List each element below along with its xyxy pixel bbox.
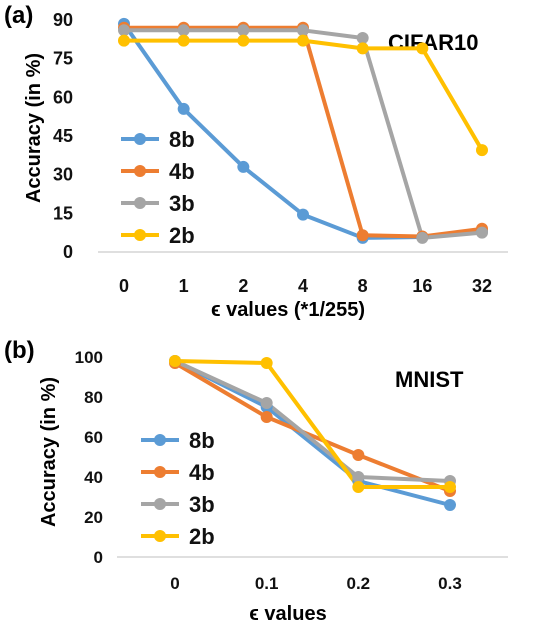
- panel-a-x-tick-label: 2: [238, 276, 248, 296]
- panel-a-data-point-3b: [416, 231, 429, 244]
- panel-b-legend-label: 8b: [189, 428, 215, 453]
- panel-a-x-tick-label: 0: [119, 276, 129, 296]
- panel-b-label: (b): [4, 337, 35, 364]
- panel-a-data-point-3b: [177, 24, 190, 37]
- panel-a-legend-swatch-marker: [134, 197, 146, 209]
- panel-a-data-point-8b: [177, 102, 190, 115]
- panel-b-x-tick-label: 0.1: [255, 574, 279, 593]
- panel-b-legend-swatch-marker: [154, 498, 166, 510]
- panel-b-series-line-3b: [174, 359, 451, 483]
- panel-a-plot: 0 15 30 45 60 75 90 0 1 2 4 8 16 32 8b 4b 3b 2b: [53, 10, 508, 296]
- panel-b-data-point-2b: [352, 481, 365, 493]
- panel-b-x-axis-title: ϵ values: [249, 603, 326, 625]
- panel-a-data-point-2b: [118, 34, 130, 47]
- panel-a-data-point-2b: [177, 34, 190, 47]
- panel-a-x-tick-label: 4: [298, 276, 308, 296]
- panel-a-x-axis-title: ϵ values (*1/255): [211, 299, 365, 321]
- panel-a-data-point-2b: [297, 34, 309, 47]
- panel-b-data-point-4b: [260, 411, 273, 423]
- panel-b-y-tick-label: 100: [75, 348, 103, 367]
- panel-a-data-point-2b: [237, 34, 250, 47]
- panel-a-data-point-4b: [356, 229, 369, 242]
- panel-b-x-tick-label: 0.3: [438, 574, 462, 593]
- panel-b-y-tick-label: 80: [84, 388, 103, 407]
- panel-b-legend-swatch-marker: [154, 530, 166, 542]
- panel-a-legend-label: 4b: [169, 159, 195, 184]
- panel-a-y-tick-label: 75: [53, 49, 73, 69]
- panel-a-legend-label: 8b: [169, 127, 195, 152]
- panel-b-legend-swatch-marker: [154, 466, 166, 478]
- panel-b-data-point-8b: [444, 499, 456, 511]
- panel-b-data-point-2b: [169, 355, 181, 367]
- panel-a-legend-label: 3b: [169, 191, 195, 216]
- panel-a-legend-label: 2b: [169, 223, 195, 248]
- panel-a-data-point-3b: [297, 24, 309, 37]
- panel-a-data-point-3b: [237, 24, 250, 37]
- panel-a-data-point-3b: [356, 32, 369, 45]
- panel-b-y-axis-title: Accuracy (in %): [38, 377, 60, 527]
- panel-b-legend-label: 4b: [189, 460, 215, 485]
- panel-a-label: (a): [4, 2, 33, 29]
- panel-b-y-tick-label: 40: [84, 468, 103, 487]
- panel-a-y-tick-label: 90: [53, 10, 73, 30]
- panel-a-x-tick-label: 1: [179, 276, 189, 296]
- panel-a-y-axis-title: Accuracy (in %): [23, 53, 45, 203]
- panel-a-x-tick-label: 32: [472, 276, 492, 296]
- panel-b-x-tick-label: 0: [170, 574, 179, 593]
- panel-b-y-tick-label: 20: [84, 508, 103, 527]
- panel-a-legend-swatch-marker: [134, 229, 146, 241]
- panel-a-data-point-2b: [476, 144, 488, 157]
- panel-a-data-point-2b: [416, 42, 429, 55]
- panel-b-legend-label: 2b: [189, 524, 215, 549]
- panel-a-legend-swatch-marker: [134, 133, 146, 145]
- panel-a-data-point-3b: [118, 24, 130, 37]
- panel-b-data-point-3b: [260, 397, 273, 409]
- panel-a-data-point-3b: [476, 226, 488, 239]
- panel-b-legend-swatch-marker: [154, 434, 166, 446]
- panel-a-title: CIFAR10: [388, 30, 478, 55]
- panel-a-data-point-8b: [297, 208, 309, 221]
- panel-a-x-tick-label: 8: [358, 276, 368, 296]
- panel-b-series-line-2b: [174, 359, 450, 489]
- panel-a-data-point-2b: [356, 42, 369, 55]
- panel-b-plot: 0 20 40 60 80 100 0 0.1 0.2 0.3 8b 4b 3b 2b: [75, 348, 508, 593]
- panel-a-y-tick-label: 30: [53, 165, 73, 185]
- panel-b-x-tick-label: 0.2: [347, 574, 371, 593]
- panel-b-data-point-3b: [352, 471, 365, 483]
- panel-b-data-point-2b: [260, 357, 273, 369]
- panel-a-y-tick-label: 15: [53, 203, 73, 223]
- panel-b-title: MNIST: [395, 367, 464, 392]
- panel-a-data-point-8b: [237, 160, 250, 173]
- panel-b-series-line-4b: [173, 361, 451, 493]
- panel-b-data-point-4b: [352, 449, 365, 461]
- panel-b-y-tick-label: 60: [84, 428, 103, 447]
- panel-b-y-tick-label: 0: [94, 548, 103, 567]
- panel-b-data-point-2b: [444, 481, 456, 493]
- panel-a-legend-swatch-marker: [134, 165, 146, 177]
- panel-a-y-tick-label: 60: [53, 87, 73, 107]
- panel-a-x-tick-label: 16: [412, 276, 432, 296]
- panel-a-y-tick-label: 45: [53, 126, 73, 146]
- panel-b-legend-label: 3b: [189, 492, 215, 517]
- panel-a-y-tick-label: 0: [63, 242, 73, 262]
